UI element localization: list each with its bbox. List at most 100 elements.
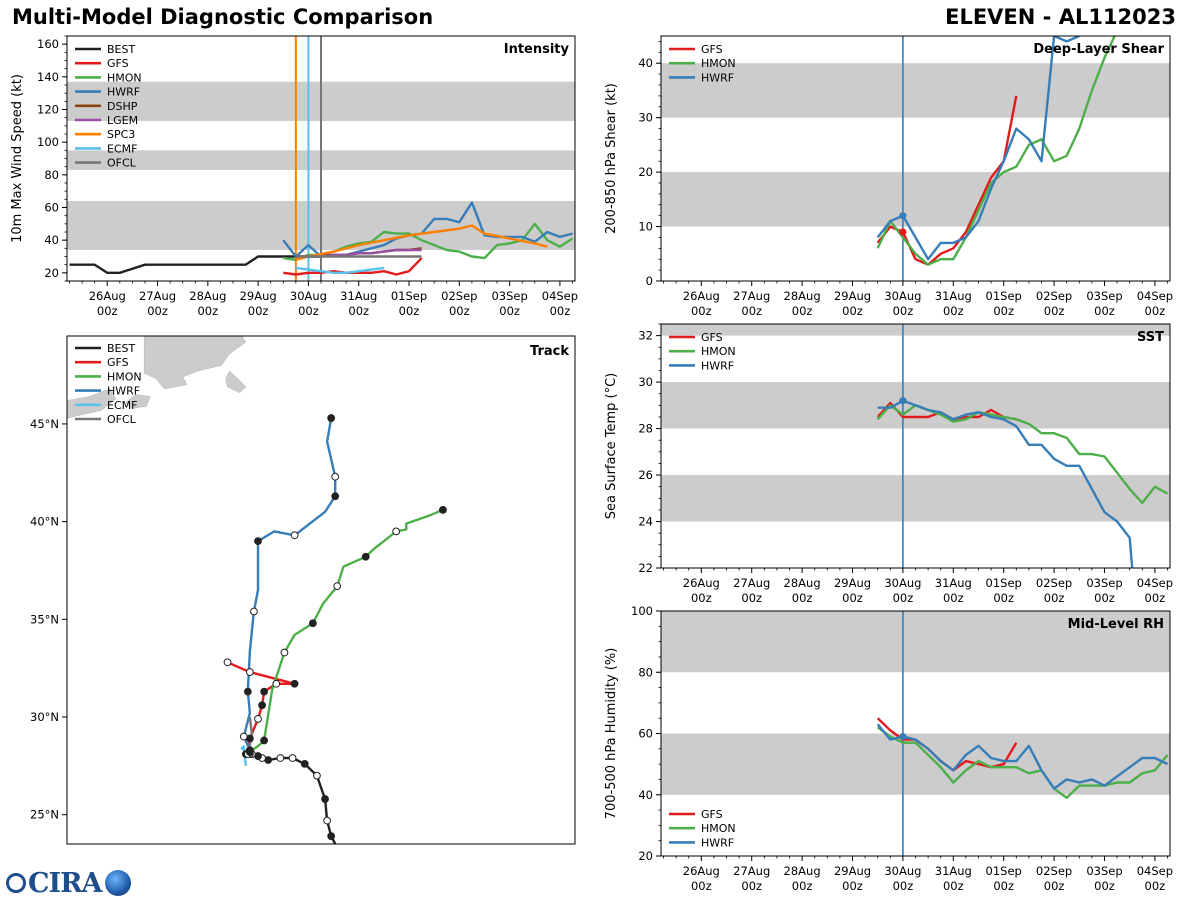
sst-x-tick-sublabel: 00z: [1145, 591, 1166, 605]
track-point-gfs: [223, 658, 232, 667]
intensity-y-tick-label: 80: [44, 168, 59, 182]
intensity-y-tick-label: 120: [37, 103, 59, 117]
rh-y-tick-label: 20: [638, 849, 653, 863]
shear-y-tick-label: 30: [638, 111, 653, 125]
shear-x-tick-sublabel: 00z: [943, 304, 964, 318]
sst-legend-label-hwrf: HWRF: [701, 359, 734, 372]
rh-y-axis-label: 700-500 hPa Humidity (%): [604, 648, 619, 820]
intensity-x-tick-sublabel: 00z: [298, 304, 319, 318]
rh-x-tick-label: 31Aug: [935, 864, 972, 878]
shear-band-0: [661, 172, 1170, 227]
land-group: [67, 336, 247, 419]
intensity-legend-label-spc3: SPC3: [107, 128, 135, 141]
sst-x-tick-label: 04Sep: [1137, 576, 1173, 590]
sst-y-tick-label: 28: [638, 422, 653, 436]
cira-logo-ring-icon: [6, 873, 26, 893]
track-legend-label-gfs: GFS: [107, 356, 129, 369]
rh-legend-label-hmon: HMON: [701, 822, 736, 835]
intensity-legend-label-best: BEST: [107, 43, 135, 56]
rh-legend-label-gfs: GFS: [701, 808, 723, 821]
sst-x-tick-label: 29Aug: [834, 576, 871, 590]
intensity-x-tick-sublabel: 00z: [550, 304, 571, 318]
intensity-legend-label-hmon: HMON: [107, 71, 142, 84]
intensity-panel: 2040608010012014016026Aug00z27Aug00z28Au…: [10, 35, 578, 318]
shear-y-tick-label: 0: [646, 274, 653, 288]
track-series-hwrf: [242, 417, 337, 751]
track-point-gfs: [290, 679, 299, 688]
track-point-hmon: [280, 648, 289, 657]
intensity-x-tick-label: 30Aug: [290, 289, 327, 303]
intensity-y-tick-label: 100: [37, 135, 59, 149]
track-point-gfs: [272, 679, 281, 688]
track-y-tick-label: 25°N: [30, 808, 59, 822]
shear-x-tick-sublabel: 00z: [993, 304, 1014, 318]
rh-x-tick-sublabel: 00z: [1044, 879, 1065, 893]
track-point-hwrf: [245, 746, 254, 755]
intensity-x-tick-label: 27Aug: [139, 289, 176, 303]
land-mass-0: [143, 336, 247, 390]
rh-x-tick-label: 26Aug: [683, 864, 720, 878]
sst-y-axis-label: Sea Surface Temp (°C): [604, 373, 619, 520]
intensity-legend-label-ofcl: OFCL: [107, 157, 137, 170]
shear-band-1: [661, 63, 1170, 118]
track-point-gfs: [245, 668, 254, 676]
rh-x-tick-label: 27Aug: [733, 864, 770, 878]
rh-panel: 2040608010026Aug00z27Aug00z28Aug00z29Aug…: [604, 604, 1173, 893]
rh-x-tick-label: 28Aug: [784, 864, 821, 878]
rh-x-tick-sublabel: 00z: [993, 879, 1014, 893]
rh-x-tick-sublabel: 00z: [943, 879, 964, 893]
intensity-x-tick-sublabel: 00z: [197, 304, 218, 318]
sst-legend-label-hmon: HMON: [701, 345, 736, 358]
track-frame: [66, 335, 576, 845]
sst-panel: 22242628303226Aug00z27Aug00z28Aug00z29Au…: [604, 323, 1173, 605]
sst-y-tick-label: 24: [638, 515, 653, 529]
sst-y-tick-label: 22: [638, 561, 653, 575]
shear-panel-title: Deep-Layer Shear: [1033, 42, 1164, 57]
shear-x-tick-sublabel: 00z: [842, 304, 863, 318]
track-point-hwrf: [327, 414, 336, 422]
sst-x-tick-sublabel: 00z: [1094, 591, 1115, 605]
track-point-hmon: [392, 527, 401, 536]
track-point-best: [300, 759, 309, 768]
track-y-tick-label: 45°N: [30, 417, 59, 431]
track-point-hmon: [439, 505, 447, 514]
intensity-y-axis-label: 10m Max Wind Speed (kt): [10, 74, 25, 243]
rh-x-tick-sublabel: 00z: [842, 879, 863, 893]
shear-x-tick-label: 29Aug: [834, 289, 871, 303]
track-y-tick-label: 35°N: [30, 612, 59, 626]
track-series-group: [223, 414, 447, 844]
rh-x-tick-sublabel: 00z: [792, 879, 813, 893]
land-mass-1: [125, 394, 151, 409]
sst-x-tick-label: 02Sep: [1036, 576, 1072, 590]
track-legend-label-hwrf: HWRF: [107, 385, 140, 398]
shear-series-hwrf: [876, 36, 1080, 261]
intensity-legend-label-hwrf: HWRF: [107, 86, 140, 99]
sst-legend-label-gfs: GFS: [701, 331, 723, 344]
intensity-y-tick-label: 60: [44, 201, 59, 215]
land-mass-2: [67, 388, 117, 419]
intensity-series-group: [69, 201, 574, 276]
shear-y-tick-label: 40: [638, 56, 653, 70]
sst-series-group: [876, 399, 1169, 568]
rh-x-tick-label: 02Sep: [1036, 864, 1072, 878]
rh-series-hwrf: [876, 723, 1169, 790]
shear-x-tick-sublabel: 00z: [691, 304, 712, 318]
rh-y-tick-label: 40: [638, 788, 653, 802]
sst-marker-hwrf: [899, 397, 907, 405]
globe-icon: [104, 870, 131, 896]
intensity-series-spc3: [295, 224, 548, 261]
sst-y-tick-label: 32: [638, 329, 653, 343]
track-y-tick-label: 40°N: [30, 515, 59, 529]
track-point-hmon: [260, 736, 269, 745]
track-point-best: [327, 832, 336, 841]
intensity-x-tick-label: 03Sep: [491, 289, 527, 303]
shear-marker-gfs: [899, 228, 907, 236]
track-point-gfs: [258, 701, 266, 710]
shear-x-tick-sublabel: 00z: [1044, 304, 1065, 318]
intensity-legend-label-lgem: LGEM: [107, 114, 138, 127]
intensity-x-tick-label: 26Aug: [89, 289, 126, 303]
track-point-hwrf: [331, 472, 340, 481]
track-legend-label-hmon: HMON: [107, 370, 142, 383]
sst-x-tick-sublabel: 00z: [792, 591, 813, 605]
